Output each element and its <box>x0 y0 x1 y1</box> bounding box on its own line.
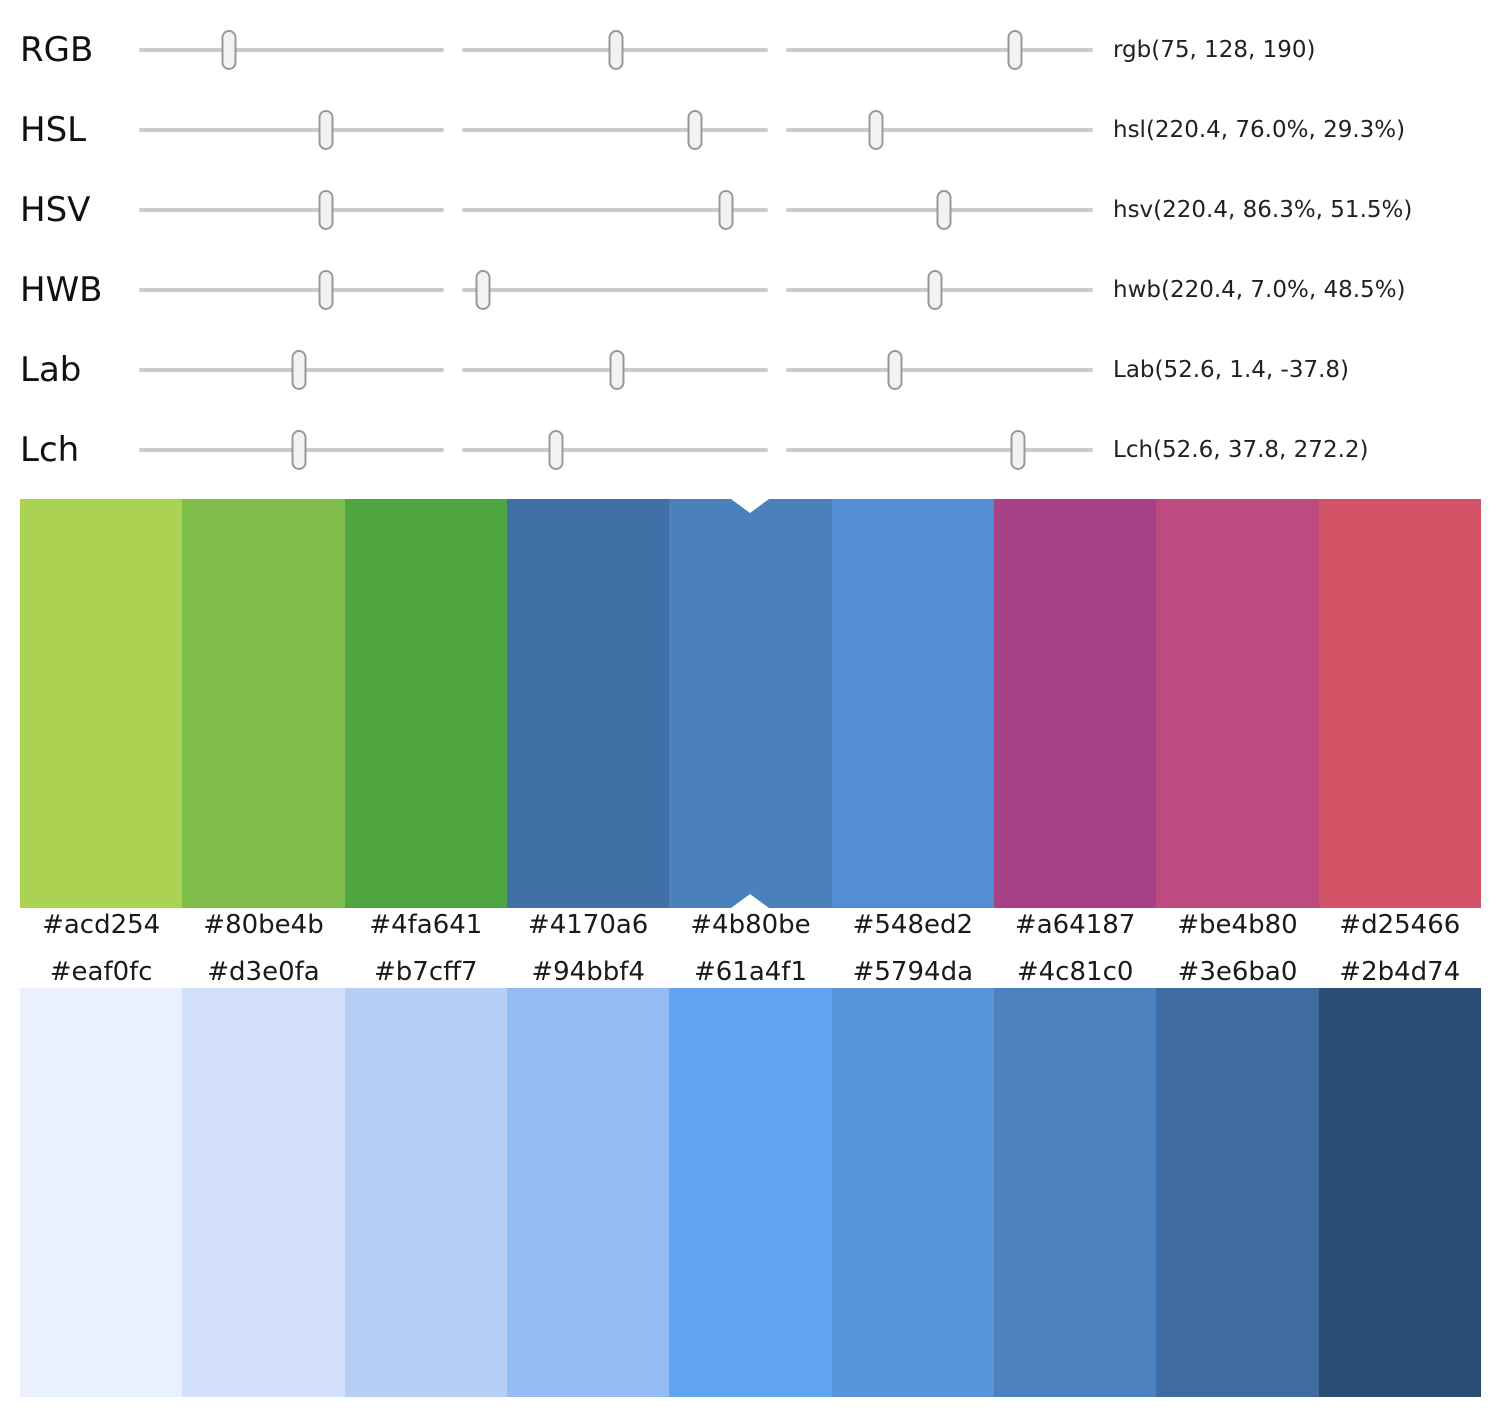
hue-palette-hex-labels: #acd254 #80be4b #4fa641 #4170a6 #4b80be #548e… <box>20 908 1481 942</box>
color-value-label: hwb(220.4, 7.0%, 48.5%) <box>1113 277 1406 303</box>
slider-track[interactable] <box>139 368 444 372</box>
slider-track[interactable] <box>462 288 768 292</box>
slider-thumb[interactable] <box>1010 430 1026 470</box>
palette-swatch[interactable] <box>182 499 345 908</box>
color-value-label: hsl(220.4, 76.0%, 29.3%) <box>1113 117 1406 143</box>
swatch-hex-label: #5794da <box>852 957 973 987</box>
slider-track[interactable] <box>139 128 444 132</box>
slider-thumb[interactable] <box>475 270 491 310</box>
color-space-label: RGB <box>20 30 94 70</box>
slider-thumb[interactable] <box>318 270 334 310</box>
hue-palette <box>20 499 1481 908</box>
palette-swatch[interactable] <box>669 988 832 1397</box>
swatch-hex-label: #3e6ba0 <box>1177 957 1298 987</box>
slider-panel: RGB rgb(75, 128, 190) HSL hsl(220.4, 76.0%,… <box>0 0 1501 499</box>
color-value-label: Lch(52.6, 37.8, 272.2) <box>1113 437 1369 463</box>
slider-thumb[interactable] <box>221 30 237 70</box>
palette-swatch[interactable] <box>182 988 345 1397</box>
color-value-label: hsv(220.4, 86.3%, 51.5%) <box>1113 197 1413 223</box>
palette-swatch[interactable] <box>506 988 670 1397</box>
palette-swatch[interactable] <box>831 988 994 1397</box>
slider-track[interactable] <box>786 48 1093 52</box>
slider-thumb[interactable] <box>927 270 943 310</box>
palette-swatch[interactable] <box>1156 988 1319 1397</box>
lightness-palette-hex-labels: #eaf0fc #d3e0fa #b7cff7 #94bbf4 #61a4f1 #5794… <box>20 955 1481 989</box>
slider-thumb[interactable] <box>291 350 307 390</box>
palette-swatch[interactable] <box>1318 499 1481 908</box>
slider-track[interactable] <box>786 368 1093 372</box>
slider-thumb[interactable] <box>318 190 334 230</box>
swatch-hex-label: #4c81c0 <box>1016 957 1134 987</box>
palette-swatch[interactable] <box>1156 499 1319 908</box>
swatch-hex-label: #548ed2 <box>852 910 974 940</box>
swatch-hex-label: #4170a6 <box>527 910 649 940</box>
slider-thumb[interactable] <box>887 350 903 390</box>
slider-thumb[interactable] <box>718 190 734 230</box>
slider-track[interactable] <box>139 288 444 292</box>
slider-thumb[interactable] <box>548 430 564 470</box>
slider-thumb[interactable] <box>936 190 952 230</box>
slider-row-hsl: HSL hsl(220.4, 76.0%, 29.3%) <box>0 90 1501 170</box>
slider-track[interactable] <box>462 128 768 132</box>
selected-swatch-notch-top-icon <box>731 499 770 513</box>
palette-swatch[interactable] <box>993 988 1157 1397</box>
swatch-hex-label: #2b4d74 <box>1339 957 1461 987</box>
swatch-hex-label: #d3e0fa <box>207 957 320 987</box>
color-space-label: HWB <box>20 270 103 310</box>
swatch-hex-label: #a64187 <box>1014 910 1136 940</box>
palette-swatch[interactable] <box>1318 988 1481 1397</box>
color-space-label: Lab <box>20 350 82 390</box>
slider-thumb[interactable] <box>318 110 334 150</box>
color-value-label: rgb(75, 128, 190) <box>1113 37 1316 63</box>
palette-swatch[interactable] <box>344 499 507 908</box>
color-value-label: Lab(52.6, 1.4, -37.8) <box>1113 357 1349 383</box>
color-space-label: HSL <box>20 110 87 150</box>
swatch-hex-label: #4fa641 <box>369 910 483 940</box>
swatch-hex-label: #eaf0fc <box>49 957 153 987</box>
palette-swatch[interactable] <box>344 988 507 1397</box>
slider-row-hsv: HSV hsv(220.4, 86.3%, 51.5%) <box>0 170 1501 250</box>
slider-track[interactable] <box>139 48 444 52</box>
slider-row-hwb: HWB hwb(220.4, 7.0%, 48.5%) <box>0 250 1501 330</box>
slider-thumb[interactable] <box>291 430 307 470</box>
slider-track[interactable] <box>786 128 1093 132</box>
swatch-hex-label: #d25466 <box>1339 910 1461 940</box>
slider-thumb[interactable] <box>608 30 624 70</box>
swatch-hex-label: #61a4f1 <box>693 957 807 987</box>
slider-row-lab: Lab Lab(52.6, 1.4, -37.8) <box>0 330 1501 410</box>
swatch-hex-label: #94bbf4 <box>531 957 645 987</box>
lightness-palette <box>20 988 1481 1397</box>
slider-thumb[interactable] <box>868 110 884 150</box>
slider-track[interactable] <box>462 448 768 452</box>
color-space-label: HSV <box>20 190 91 230</box>
palette-swatch[interactable] <box>669 499 832 908</box>
slider-track[interactable] <box>139 448 444 452</box>
palette-swatch[interactable] <box>20 499 183 908</box>
slider-thumb[interactable] <box>609 350 625 390</box>
slider-track[interactable] <box>462 208 768 212</box>
palette-swatch[interactable] <box>506 499 670 908</box>
swatch-hex-label: #b7cff7 <box>374 957 478 987</box>
swatch-hex-label: #80be4b <box>203 910 324 940</box>
slider-track[interactable] <box>139 208 444 212</box>
swatch-hex-label: #4b80be <box>690 910 811 940</box>
slider-thumb[interactable] <box>1007 30 1023 70</box>
swatch-hex-label: #be4b80 <box>1177 910 1298 940</box>
slider-thumb[interactable] <box>687 110 703 150</box>
slider-row-lch: Lch Lch(52.6, 37.8, 272.2) <box>0 410 1501 490</box>
color-space-label: Lch <box>20 430 80 470</box>
swatch-hex-label: #acd254 <box>42 910 161 940</box>
slider-row-rgb: RGB rgb(75, 128, 190) <box>0 10 1501 90</box>
palette-swatch[interactable] <box>20 988 183 1397</box>
selected-swatch-notch-bottom-icon <box>731 894 770 908</box>
palette-swatch[interactable] <box>831 499 994 908</box>
palette-swatch[interactable] <box>993 499 1157 908</box>
slider-track[interactable] <box>786 448 1093 452</box>
